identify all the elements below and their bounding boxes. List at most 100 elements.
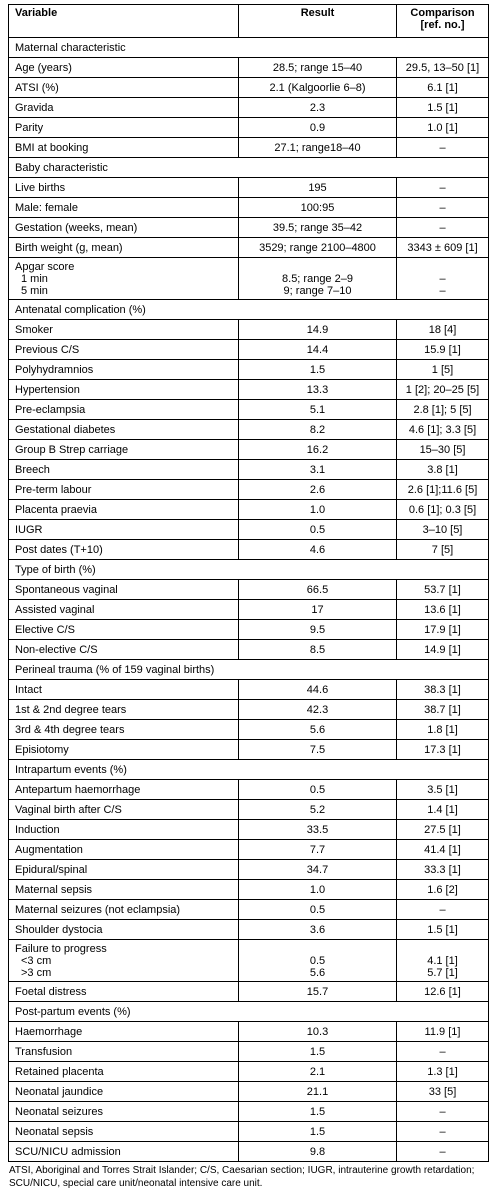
row-comparison: 15.9 [1] xyxy=(396,339,489,360)
row-comparison: – xyxy=(396,197,489,218)
row-label: Maternal seizures (not eclampsia) xyxy=(8,899,239,920)
row-comparison: 13.6 [1] xyxy=(396,599,489,620)
header-result: Result xyxy=(238,4,397,38)
table-row: Gestational diabetes 8.2 4.6 [1]; 3.3 [5] xyxy=(8,419,489,440)
section-row: Antenatal complication (%) xyxy=(8,299,489,320)
table-row: Smoker 14.9 18 [4] xyxy=(8,319,489,340)
row-comparison: 3343 ± 609 [1] xyxy=(396,237,489,258)
row-label: Intact xyxy=(8,679,239,700)
row-label-cell: Apgar score 1 min 5 min xyxy=(8,257,239,300)
table-row: Previous C/S 14.4 15.9 [1] xyxy=(8,339,489,360)
sub-row-comparison: 4.1 [1] xyxy=(427,955,458,967)
sub-row-result: 8.5; range 2–9 xyxy=(282,273,353,285)
row-comparison: – xyxy=(396,177,489,198)
row-comparison: 7 [5] xyxy=(396,539,489,560)
row-comparison: 27.5 [1] xyxy=(396,819,489,840)
row-result: 1.0 xyxy=(238,499,397,520)
table-row: Induction 33.5 27.5 [1] xyxy=(8,819,489,840)
row-result: 4.6 xyxy=(238,539,397,560)
table-row: Age (years) 28.5; range 15–40 29.5, 13–50 … xyxy=(8,57,489,78)
table-row: Male: female 100:95– xyxy=(8,197,489,218)
row-comparison: – xyxy=(396,1121,489,1142)
table-row: BMI at booking 27.1; range18–40– xyxy=(8,137,489,158)
row-result: 7.7 xyxy=(238,839,397,860)
row-label: Induction xyxy=(8,819,239,840)
row-label: Assisted vaginal xyxy=(8,599,239,620)
row-label: Neonatal jaundice xyxy=(8,1081,239,1102)
row-result: 33.5 xyxy=(238,819,397,840)
header-comparison: Comparison [ref. no.] xyxy=(396,4,489,38)
row-comparison: 1 [2]; 20–25 [5] xyxy=(396,379,489,400)
table-header-row: Variable Result Comparison [ref. no.] xyxy=(8,4,489,38)
row-comparison: 1.5 [1] xyxy=(396,919,489,940)
row-comparison: – xyxy=(396,1041,489,1062)
section-row: Maternal characteristic xyxy=(8,37,489,58)
row-comparison: 3.8 [1] xyxy=(396,459,489,480)
row-comparison: 1.6 [2] xyxy=(396,879,489,900)
row-label: Birth weight (g, mean) xyxy=(8,237,239,258)
row-comparison: 12.6 [1] xyxy=(396,981,489,1002)
row-label: Retained placenta xyxy=(8,1061,239,1082)
table-row: SCU/NICU admission 9.8– xyxy=(8,1141,489,1162)
row-comparison: 11.9 [1] xyxy=(396,1021,489,1042)
table-row: Assisted vaginal 17 13.6 [1] xyxy=(8,599,489,620)
sub-row-result: 9; range 7–10 xyxy=(283,285,352,297)
row-label: Parity xyxy=(8,117,239,138)
table-row: 1st & 2nd degree tears 42.3 38.7 [1] xyxy=(8,699,489,720)
row-result: 44.6 xyxy=(238,679,397,700)
row-label: Polyhydramnios xyxy=(8,359,239,380)
row-comparison: 29.5, 13–50 [1] xyxy=(396,57,489,78)
table-row: IUGR 0.5 3–10 [5] xyxy=(8,519,489,540)
row-result: 1.5 xyxy=(238,1101,397,1122)
row-label: Hypertension xyxy=(8,379,239,400)
table-row: Neonatal jaundice 21.1 33 [5] xyxy=(8,1081,489,1102)
table-row: Non-elective C/S 8.5 14.9 [1] xyxy=(8,639,489,660)
row-comparison: 3.5 [1] xyxy=(396,779,489,800)
table-row: Transfusion 1.5– xyxy=(8,1041,489,1062)
row-label-cell: Failure to progress <3 cm >3 cm xyxy=(8,939,239,982)
row-comparison: 1.8 [1] xyxy=(396,719,489,740)
section-title: Antenatal complication (%) xyxy=(8,299,489,320)
table-row: Pre-eclampsia 5.1 2.8 [1]; 5 [5] xyxy=(8,399,489,420)
row-label: SCU/NICU admission xyxy=(8,1141,239,1162)
row-comparison: 18 [4] xyxy=(396,319,489,340)
row-label: Non-elective C/S xyxy=(8,639,239,660)
row-result: 1.5 xyxy=(238,1041,397,1062)
table-row: Elective C/S 9.5 17.9 [1] xyxy=(8,619,489,640)
section-row: Post-partum events (%) xyxy=(8,1001,489,1022)
table-footnote: ATSI, Aboriginal and Torres Strait Islan… xyxy=(9,1165,475,1189)
sub-row-label: 5 min xyxy=(21,285,48,297)
section-title: Intrapartum events (%) xyxy=(8,759,489,780)
row-comparison: 3–10 [5] xyxy=(396,519,489,540)
table-row: Post dates (T+10) 4.6 7 [5] xyxy=(8,539,489,560)
results-table-page: Variable Result Comparison [ref. no.] Ma… xyxy=(8,4,489,1190)
row-result: 9.8 xyxy=(238,1141,397,1162)
row-label: Transfusion xyxy=(8,1041,239,1062)
row-result: 3.1 xyxy=(238,459,397,480)
row-label: Pre-term labour xyxy=(8,479,239,500)
row-label: Epidural/spinal xyxy=(8,859,239,880)
row-result: 34.7 xyxy=(238,859,397,880)
row-result: 100:95 xyxy=(238,197,397,218)
row-result: 42.3 xyxy=(238,699,397,720)
row-result: 1.5 xyxy=(238,1121,397,1142)
row-result: 13.3 xyxy=(238,379,397,400)
row-comparison: 1.3 [1] xyxy=(396,1061,489,1082)
section-row: Type of birth (%) xyxy=(8,559,489,580)
table-row: Antepartum haemorrhage 0.5 3.5 [1] xyxy=(8,779,489,800)
row-comparison: – xyxy=(396,1101,489,1122)
row-comparison: 53.7 [1] xyxy=(396,579,489,600)
row-result: 1.5 xyxy=(238,359,397,380)
section-row: Intrapartum events (%) xyxy=(8,759,489,780)
row-result: 5.6 xyxy=(238,719,397,740)
row-label: Neonatal seizures xyxy=(8,1101,239,1122)
table-row: Neonatal sepsis 1.5– xyxy=(8,1121,489,1142)
row-comparison: 1.5 [1] xyxy=(396,97,489,118)
row-label: Pre-eclampsia xyxy=(8,399,239,420)
row-result: 8.2 xyxy=(238,419,397,440)
table-row: Polyhydramnios 1.5 1 [5] xyxy=(8,359,489,380)
row-result: 14.9 xyxy=(238,319,397,340)
row-result: 17 xyxy=(238,599,397,620)
row-label: Breech xyxy=(8,459,239,480)
row-comparison: 0.6 [1]; 0.3 [5] xyxy=(396,499,489,520)
